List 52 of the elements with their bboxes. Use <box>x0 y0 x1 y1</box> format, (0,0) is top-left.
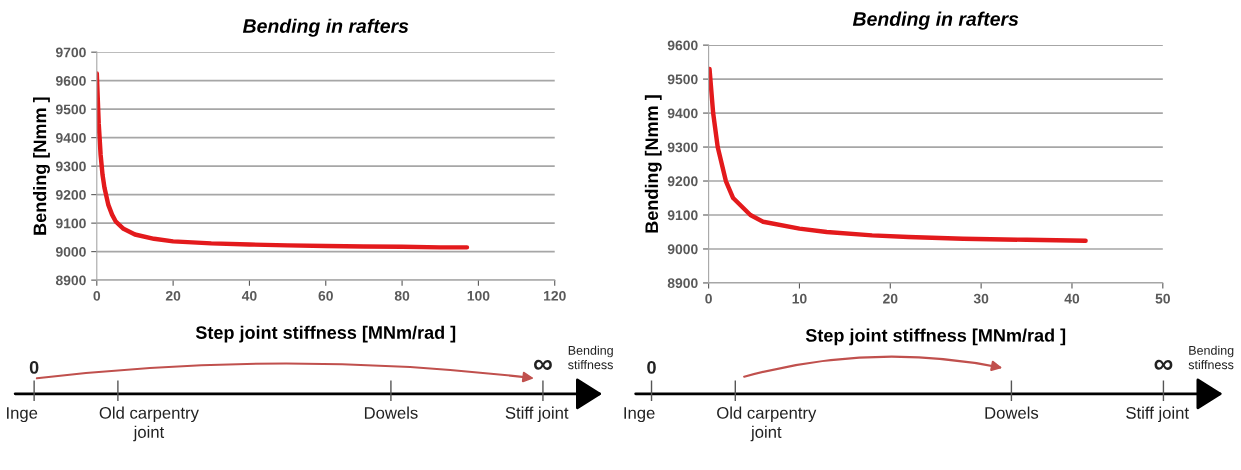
y-tick-label: 9600 <box>55 76 86 86</box>
y-tick-label: 9500 <box>55 104 86 115</box>
line-series <box>96 71 470 250</box>
y-axis-title: Bending [Nmm ] <box>33 97 50 235</box>
y-tick-label: 9400 <box>667 108 698 119</box>
text: Inge <box>624 407 655 423</box>
y-tick-label: 9100 <box>667 210 698 221</box>
y-tick-label: 9000 <box>667 244 698 255</box>
x-tick-label: 40 <box>1064 293 1080 304</box>
x-tick-label: 10 <box>792 293 807 304</box>
y-tick-label: 9300 <box>667 142 698 153</box>
text: Dowels <box>364 406 418 419</box>
x-tick-label: 20 <box>883 293 898 304</box>
x-tick-label: 60 <box>318 290 333 301</box>
x-tick-label: 120 <box>544 290 566 301</box>
x-tick-label: 40 <box>241 290 257 301</box>
y-tick-label: 9200 <box>667 176 698 187</box>
text: 0 <box>29 361 39 374</box>
y-tick-label: 9000 <box>55 246 86 257</box>
y-tick-label: 9700 <box>55 47 86 58</box>
x-tick-label: 0 <box>705 293 712 304</box>
text: Inge <box>7 407 38 423</box>
y-tick-label: 9100 <box>55 218 86 229</box>
y-tick-label: 9300 <box>55 161 86 172</box>
x-tick-label: 50 <box>1155 293 1170 304</box>
y-tick-label: 8900 <box>667 278 698 289</box>
x-axis-title: Step joint stiffness [MNm/rad ] <box>195 325 456 343</box>
text: ∞ <box>1154 359 1173 370</box>
text: Bending stiffness <box>568 345 613 370</box>
text: Stiff joint <box>1126 406 1189 423</box>
text: ∞ <box>534 359 552 370</box>
y-tick-label: 9200 <box>55 189 86 200</box>
text: Stiff joint <box>505 406 569 423</box>
text: Old carpentry joint <box>99 406 199 442</box>
y-tick-label: 9400 <box>55 132 86 143</box>
x-tick-label: 0 <box>93 290 101 301</box>
x-tick-label: 30 <box>973 293 989 304</box>
text: Bending stiffness <box>1188 345 1234 370</box>
x-tick-label: 80 <box>394 290 410 301</box>
x-tick-label: 100 <box>467 290 490 301</box>
line-series <box>708 66 1088 244</box>
x-tick-label: 20 <box>165 290 181 301</box>
y-tick-label: 9500 <box>667 74 698 85</box>
text: Old carpentry joint <box>717 406 817 442</box>
y-tick-label: 8900 <box>55 275 86 286</box>
y-axis-title: Bending [Nmm ] <box>644 95 662 233</box>
y-tick-label: 9600 <box>667 40 698 51</box>
x-axis-title: Step joint stiffness [MNm/rad ] <box>805 328 1066 346</box>
text: Dowels <box>985 406 1039 419</box>
text: 0 <box>647 361 656 374</box>
chart-title: Bending in rafters <box>852 11 1019 30</box>
chart-title: Bending in rafters <box>242 18 409 37</box>
